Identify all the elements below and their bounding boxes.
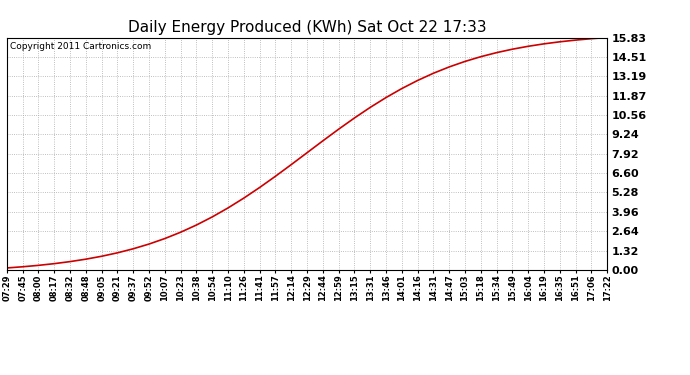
Text: Copyright 2011 Cartronics.com: Copyright 2011 Cartronics.com: [10, 42, 151, 51]
Title: Daily Energy Produced (KWh) Sat Oct 22 17:33: Daily Energy Produced (KWh) Sat Oct 22 1…: [128, 20, 486, 35]
